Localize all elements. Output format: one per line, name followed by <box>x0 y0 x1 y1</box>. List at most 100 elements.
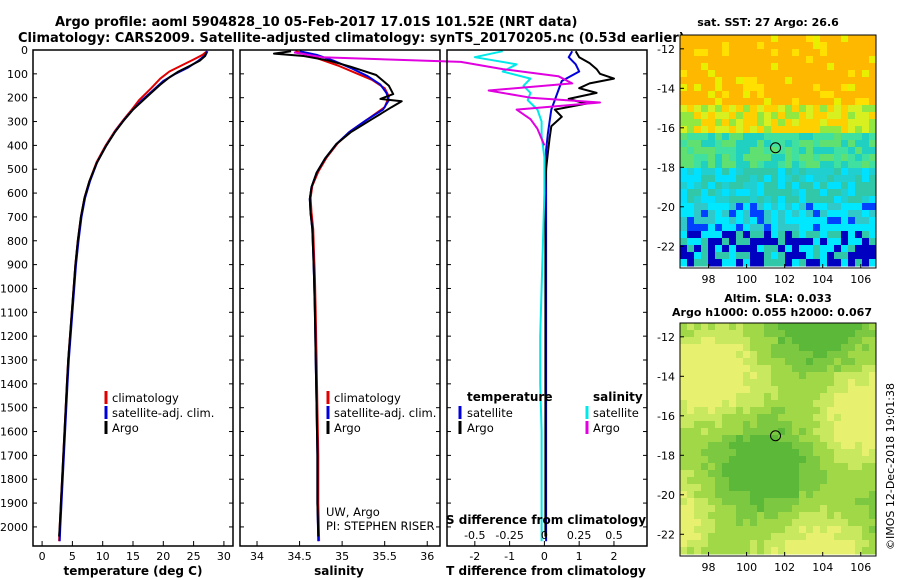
heatmap-cell <box>736 386 744 394</box>
heatmap-cell <box>701 63 709 71</box>
heatmap-cell <box>708 449 716 457</box>
heatmap-cell <box>736 484 744 492</box>
heatmap-cell <box>834 330 842 338</box>
heatmap-cell <box>694 154 702 162</box>
heatmap-cell <box>869 414 877 422</box>
heatmap-cell <box>792 63 800 71</box>
heatmap-cell <box>820 407 828 415</box>
heatmap-cell <box>799 337 807 345</box>
heatmap-cell <box>855 344 863 352</box>
heatmap-cell <box>869 547 877 555</box>
heatmap-cell <box>806 435 814 443</box>
heatmap-cell <box>848 119 856 127</box>
heatmap-cell <box>743 428 751 436</box>
heatmap-cell <box>813 196 821 204</box>
heatmap-cell <box>680 189 688 197</box>
difference-legend-s-satellite: satellite <box>593 406 639 420</box>
heatmap-cell <box>820 512 828 520</box>
heatmap-cell <box>736 140 744 148</box>
heatmap-cell <box>799 161 807 169</box>
heatmap-cell <box>729 77 737 85</box>
heatmap-cell <box>722 379 730 387</box>
heatmap-cell <box>792 358 800 366</box>
heatmap-cell <box>764 154 772 162</box>
heatmap-cell <box>855 505 863 513</box>
heatmap-cell <box>729 119 737 127</box>
heatmap-cell <box>771 245 779 253</box>
heatmap-cell <box>743 414 751 422</box>
heatmap-cell <box>841 449 849 457</box>
heatmap-cell <box>862 70 870 78</box>
heatmap-cell <box>680 84 688 92</box>
heatmap-cell <box>869 358 877 366</box>
heatmap-cell <box>862 358 870 366</box>
heatmap-cell <box>736 449 744 457</box>
heatmap-cell <box>729 470 737 478</box>
heatmap-cell <box>729 112 737 120</box>
heatmap-cell <box>785 421 793 429</box>
heatmap-cell <box>771 512 779 520</box>
heatmap-cell <box>701 35 709 43</box>
map-lat-tick-label: -16 <box>657 410 675 423</box>
heatmap-cell <box>715 70 723 78</box>
heatmap-cell <box>869 533 877 541</box>
heatmap-cell <box>701 400 709 408</box>
heatmap-cell <box>827 337 835 345</box>
heatmap-cell <box>680 168 688 176</box>
heatmap-cell <box>722 245 730 253</box>
heatmap-cell <box>715 351 723 359</box>
heatmap-cell <box>771 182 779 190</box>
heatmap-cell <box>785 42 793 50</box>
heatmap-cell <box>757 161 765 169</box>
depth-tick-label: 1000 <box>0 282 28 295</box>
heatmap-cell <box>771 379 779 387</box>
heatmap-cell <box>806 112 814 120</box>
heatmap-cell <box>785 98 793 106</box>
heatmap-cell <box>750 259 758 267</box>
heatmap-cell <box>785 407 793 415</box>
heatmap-cell <box>729 175 737 183</box>
heatmap-cell <box>764 393 772 401</box>
heatmap-cell <box>771 386 779 394</box>
heatmap-cell <box>743 358 751 366</box>
heatmap-cell <box>813 105 821 113</box>
figure-title-line1: Argo profile: aoml 5904828_10 05-Feb-201… <box>55 15 577 30</box>
heatmap-cell <box>687 133 695 141</box>
heatmap-cell <box>764 63 772 71</box>
heatmap-cell <box>855 547 863 555</box>
heatmap-cell <box>736 224 744 232</box>
heatmap-cell <box>694 252 702 260</box>
heatmap-cell <box>792 414 800 422</box>
heatmap-cell <box>834 498 842 506</box>
heatmap-cell <box>813 435 821 443</box>
heatmap-cell <box>722 161 730 169</box>
heatmap-cell <box>729 365 737 373</box>
heatmap-cell <box>834 505 842 513</box>
heatmap-cell <box>862 337 870 345</box>
heatmap-cell <box>694 231 702 239</box>
heatmap-cell <box>778 512 786 520</box>
heatmap-cell <box>827 84 835 92</box>
heatmap-cell <box>729 323 737 331</box>
heatmap-cell <box>806 484 814 492</box>
heatmap-cell <box>792 372 800 380</box>
heatmap-cell <box>792 456 800 464</box>
heatmap-cell <box>785 49 793 57</box>
heatmap-cell <box>869 196 877 204</box>
heatmap-cell <box>736 259 744 267</box>
heatmap-cell <box>841 259 849 267</box>
heatmap-cell <box>722 210 730 218</box>
heatmap-cell <box>778 147 786 155</box>
heatmap-cell <box>708 498 716 506</box>
heatmap-cell <box>757 449 765 457</box>
heatmap-cell <box>785 189 793 197</box>
heatmap-cell <box>694 70 702 78</box>
heatmap-cell <box>813 470 821 478</box>
heatmap-cell <box>694 498 702 506</box>
heatmap-cell <box>827 344 835 352</box>
heatmap-cell <box>771 35 779 43</box>
heatmap-cell <box>806 386 814 394</box>
heatmap-cell <box>687 63 695 71</box>
heatmap-cell <box>813 35 821 43</box>
heatmap-cell <box>827 400 835 408</box>
